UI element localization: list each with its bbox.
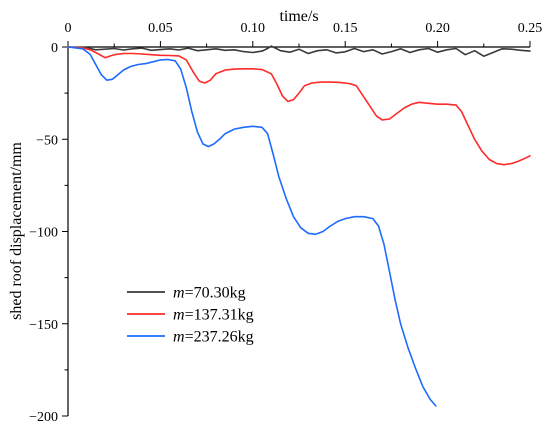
legend-label-var: m <box>173 329 185 346</box>
legend-label-var: m <box>173 307 185 324</box>
y-axis-title: shed roof displacement/mm <box>8 142 25 320</box>
legend-label-var: m <box>173 285 185 302</box>
axes-group <box>62 41 531 417</box>
series-group <box>67 45 531 407</box>
legend-label-3: m=237.26kg <box>173 329 254 346</box>
legend-label-value: =237.26kg <box>185 329 254 346</box>
legend-label-value: =137.31kg <box>185 307 254 324</box>
x-tick-label: 0.05 <box>148 21 173 36</box>
legend-label-1: m=70.30kg <box>173 285 246 302</box>
y-tick-label: −200 <box>29 410 58 425</box>
tick-labels-group: 0 0.05 0.10 0.15 0.20 0.25 0 −50 −100 −150 −200 <box>29 21 542 425</box>
series-line-1 <box>67 45 531 57</box>
y-tick-label: 0 <box>51 41 58 56</box>
y-tick-label: −50 <box>36 133 58 148</box>
y-tick-label: −150 <box>29 318 58 333</box>
y-tick-label: −100 <box>29 226 58 241</box>
series-line-2 <box>67 46 531 166</box>
series-line-3 <box>67 46 437 407</box>
x-tick-label: 0 <box>65 21 72 36</box>
x-axis-title: time/s <box>279 8 318 25</box>
x-tick-label: 0.25 <box>518 21 543 36</box>
x-tick-label: 0.10 <box>241 21 266 36</box>
legend-label-2: m=137.31kg <box>173 307 254 324</box>
legend-label-value: =70.30kg <box>185 285 246 302</box>
x-tick-label: 0.15 <box>333 21 358 36</box>
x-tick-label: 0.20 <box>425 21 450 36</box>
